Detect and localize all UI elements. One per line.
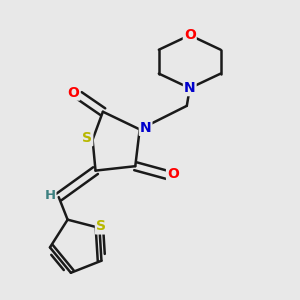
Text: O: O [167, 167, 179, 181]
Text: O: O [184, 28, 196, 42]
Text: S: S [96, 219, 106, 233]
Text: O: O [68, 85, 80, 100]
Text: N: N [184, 81, 196, 95]
Text: H: H [44, 189, 56, 202]
Text: N: N [140, 121, 152, 135]
Text: S: S [82, 131, 92, 145]
